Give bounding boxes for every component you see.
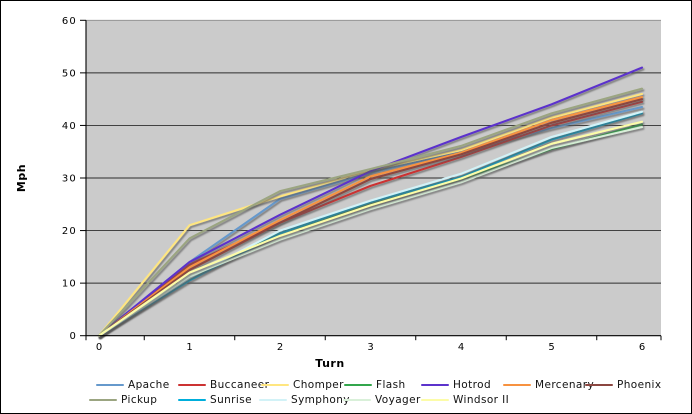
y-tick-label: 10 — [62, 279, 77, 290]
series-line — [97, 98, 644, 337]
series-line — [97, 95, 644, 337]
y-tick-label: 20 — [62, 226, 77, 237]
y-tick-label: 0 — [69, 331, 77, 342]
x-tick-label: 1 — [186, 342, 192, 353]
series-line — [97, 87, 644, 337]
series-line — [97, 112, 644, 337]
y-axis-title: Mph — [15, 163, 28, 193]
x-tick-label: 2 — [277, 342, 283, 353]
series-line — [97, 100, 644, 337]
x-tick-label: 5 — [548, 342, 554, 353]
series-line — [97, 110, 644, 337]
y-tick-label: 50 — [62, 68, 77, 79]
x-axis-title: Turn — [315, 357, 345, 370]
x-tick-label: 6 — [639, 342, 645, 353]
x-tick-label: 4 — [458, 342, 464, 353]
axes — [80, 19, 662, 341]
x-tick-label: 0 — [96, 342, 102, 353]
series-line — [97, 120, 644, 337]
y-tick-label: 40 — [62, 121, 77, 132]
tick-labels: 0 10 20 30 40 50 60 0 1 2 3 4 5 6 — [62, 16, 645, 353]
series-line — [97, 125, 644, 337]
series-lines — [97, 66, 644, 337]
y-tick-label: 30 — [62, 174, 77, 185]
series-line — [97, 66, 644, 337]
y-tick-label: 60 — [62, 16, 77, 27]
x-tick-label: 3 — [367, 342, 373, 353]
